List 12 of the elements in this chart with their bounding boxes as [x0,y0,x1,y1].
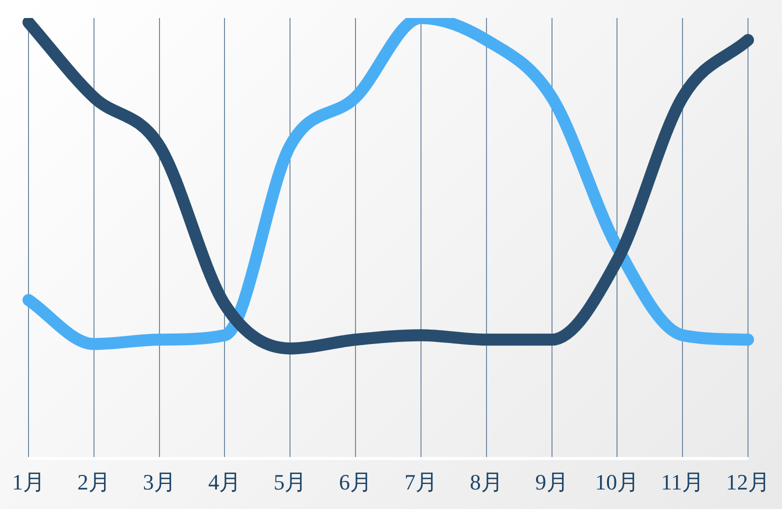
x-tick-label: 2月 [77,470,110,495]
x-tick-label: 6月 [339,470,372,495]
x-tick-label: 8月 [470,470,503,495]
x-tick-label: 11月 [660,470,704,495]
x-tick-label: 1月 [12,470,45,495]
x-tick-label: 9月 [535,470,568,495]
x-tick-label: 4月 [208,470,242,495]
x-tick-label: 12月 [726,470,770,495]
x-tick-label: 5月 [274,470,307,495]
x-tick-label: 10月 [595,470,640,495]
x-tick-label: 7月 [404,470,438,495]
x-tick-label: 3月 [142,470,176,495]
